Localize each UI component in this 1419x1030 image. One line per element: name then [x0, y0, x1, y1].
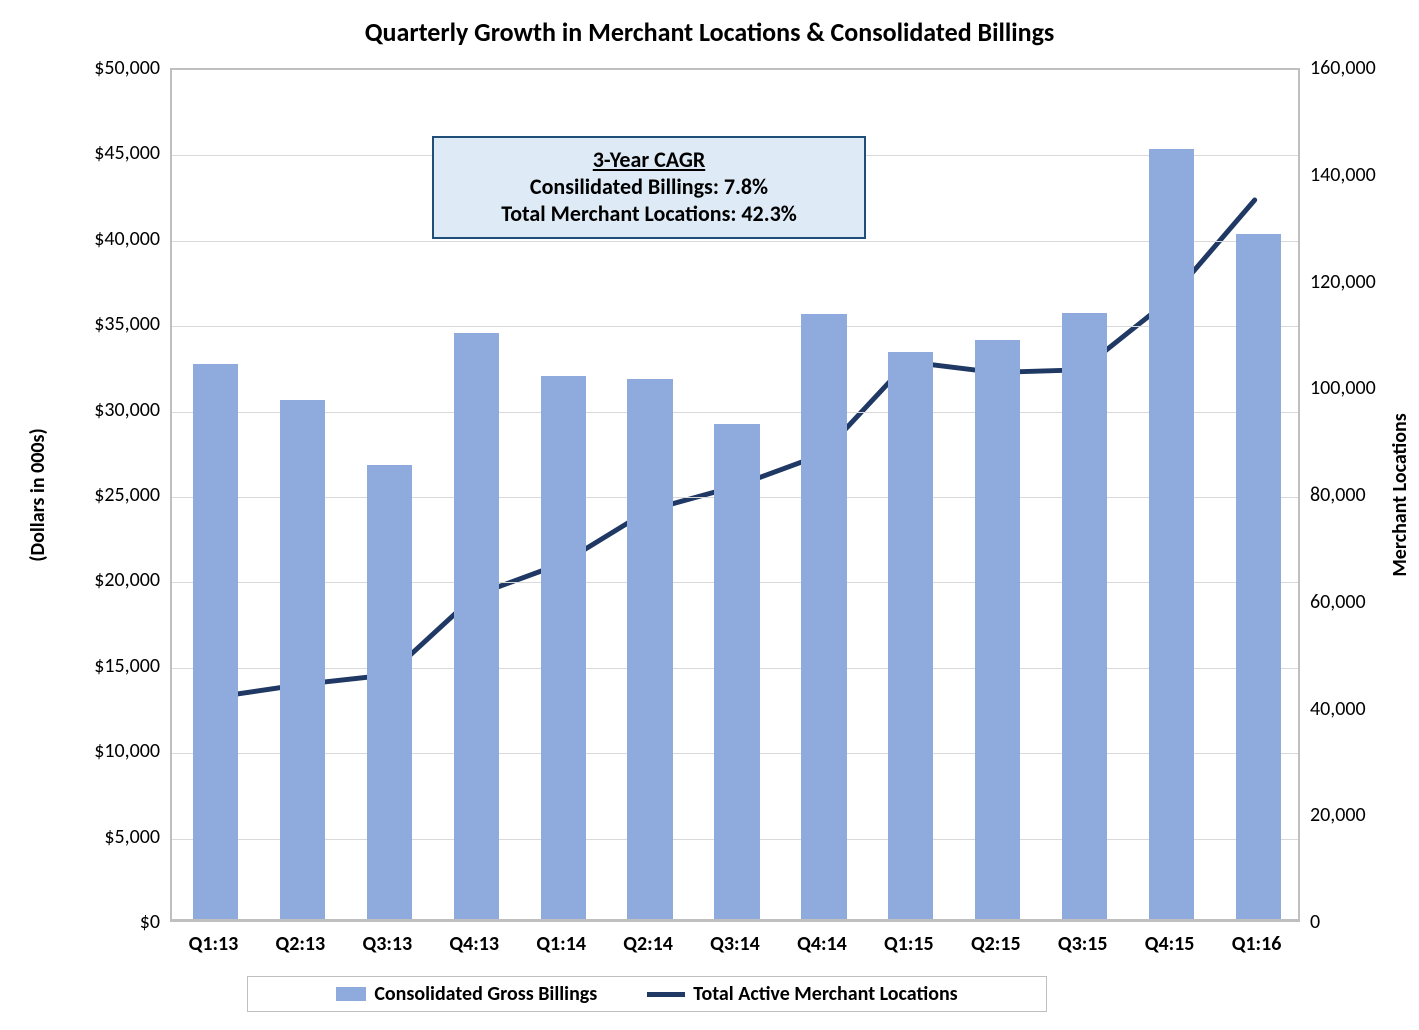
bar: [627, 379, 672, 919]
bar-swatch-icon: [336, 987, 366, 1001]
y-right-tick: 140,000: [1310, 163, 1376, 187]
gridline: [172, 412, 1298, 413]
cagr-billings: Consilidated Billings: 7.8%: [460, 173, 838, 200]
bar: [367, 465, 412, 919]
bar: [280, 400, 325, 919]
y-left-tick: $30,000: [70, 398, 160, 422]
legend-label-bars: Consolidated Gross Billings: [374, 982, 597, 1006]
cagr-annotation-box: 3-Year CAGR Consilidated Billings: 7.8% …: [432, 136, 866, 239]
x-tick: Q1:15: [884, 932, 934, 956]
x-tick: Q4:14: [797, 932, 847, 956]
bar: [801, 314, 846, 919]
chart-container: Quarterly Growth in Merchant Locations &…: [0, 0, 1419, 1030]
y-right-tick: 100,000: [1310, 376, 1376, 400]
bar: [888, 352, 933, 919]
y-left-tick: $45,000: [70, 141, 160, 165]
bar: [975, 340, 1020, 919]
x-tick: Q3:14: [710, 932, 760, 956]
bar: [714, 424, 759, 919]
x-tick: Q1:13: [189, 932, 239, 956]
x-tick: Q1:14: [536, 932, 586, 956]
bar: [541, 376, 586, 919]
gridline: [172, 241, 1298, 242]
x-tick: Q4:15: [1145, 932, 1195, 956]
x-tick: Q3:15: [1058, 932, 1108, 956]
x-tick: Q1:16: [1232, 932, 1282, 956]
y-left-tick: $10,000: [70, 739, 160, 763]
legend-label-line: Total Active Merchant Locations: [693, 982, 957, 1006]
gridline: [172, 326, 1298, 327]
y-left-tick: $5,000: [70, 825, 160, 849]
line-swatch-icon: [647, 992, 685, 997]
y-right-tick: 40,000: [1310, 697, 1366, 721]
y-right-tick: 0: [1310, 910, 1320, 934]
y-axis-left-label: (Dollars in 000s): [26, 428, 50, 561]
x-tick: Q2:15: [971, 932, 1021, 956]
x-tick: Q2:13: [276, 932, 326, 956]
y-left-tick: $40,000: [70, 227, 160, 251]
bar: [454, 333, 499, 919]
bar: [1236, 234, 1281, 919]
bar: [193, 364, 238, 919]
y-left-tick: $20,000: [70, 568, 160, 592]
cagr-title: 3-Year CAGR: [460, 146, 838, 173]
bar: [1149, 149, 1194, 919]
legend: Consolidated Gross Billings Total Active…: [247, 976, 1047, 1012]
y-left-tick: $50,000: [70, 56, 160, 80]
y-axis-right-label: Merchant Locations: [1388, 413, 1412, 576]
y-left-tick: $15,000: [70, 654, 160, 678]
legend-item-line: Total Active Merchant Locations: [647, 982, 957, 1006]
y-right-tick: 120,000: [1310, 270, 1376, 294]
chart-title: Quarterly Growth in Merchant Locations &…: [0, 16, 1419, 48]
y-left-tick: $35,000: [70, 312, 160, 336]
x-tick: Q2:14: [623, 932, 673, 956]
y-right-tick: 20,000: [1310, 803, 1366, 827]
y-left-tick: $25,000: [70, 483, 160, 507]
y-left-tick: $0: [70, 910, 160, 934]
y-right-tick: 60,000: [1310, 590, 1366, 614]
x-tick: Q4:13: [449, 932, 499, 956]
bar: [1062, 313, 1107, 919]
legend-item-bars: Consolidated Gross Billings: [336, 982, 597, 1006]
y-right-tick: 160,000: [1310, 56, 1376, 80]
y-right-tick: 80,000: [1310, 483, 1366, 507]
x-tick: Q3:13: [362, 932, 412, 956]
cagr-locations: Total Merchant Locations: 42.3%: [460, 200, 838, 227]
